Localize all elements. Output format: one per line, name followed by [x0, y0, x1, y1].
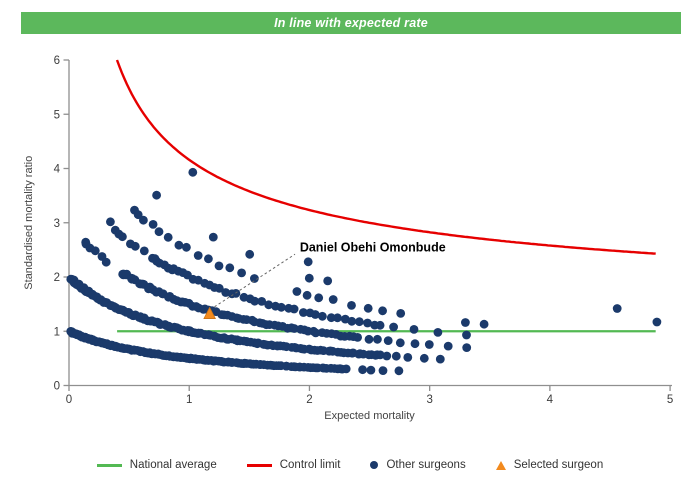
funnel-plot-svg: 0 1 2 3 4 5 0 1 2 3 4 5 6 Expected mortality Standardi… — [23, 55, 673, 422]
control-limit-swatch-icon — [246, 463, 272, 467]
legend-label: Control limit — [279, 459, 341, 471]
legend-item-control-limit: Control limit — [246, 459, 341, 471]
legend-item-selected-surgeon: Selected surgeon — [495, 459, 604, 471]
svg-text:0: 0 — [54, 381, 60, 393]
annotation-leader-line — [214, 253, 296, 308]
svg-text:1: 1 — [54, 326, 60, 338]
status-banner: In line with expected rate — [21, 12, 681, 34]
svg-text:4: 4 — [547, 394, 554, 406]
other-surgeons-points — [66, 167, 662, 376]
y-axis-title: Standardised mortality ratio — [23, 156, 35, 290]
legend-item-other-surgeons: Other surgeons — [370, 459, 466, 471]
svg-text:2: 2 — [54, 272, 60, 284]
selected-surgeon-marker — [203, 306, 217, 319]
svg-text:2: 2 — [306, 394, 312, 406]
legend-label: Other surgeons — [386, 459, 466, 471]
svg-text:3: 3 — [54, 218, 60, 230]
selected-surgeon-annotation: Daniel Obehi Omonbude — [300, 241, 446, 255]
legend-label: Selected surgeon — [513, 459, 604, 471]
svg-text:5: 5 — [54, 109, 60, 121]
selected-surgeon-swatch-icon — [495, 460, 506, 470]
chart-legend: National average Control limit Other sur… — [0, 453, 700, 477]
svg-text:3: 3 — [426, 394, 432, 406]
svg-text:5: 5 — [667, 394, 673, 406]
status-banner-text: In line with expected rate — [274, 16, 428, 30]
national-average-swatch-icon — [96, 463, 122, 467]
svg-text:6: 6 — [54, 55, 60, 67]
axes: 0 1 2 3 4 5 0 1 2 3 4 5 6 Expected mortality Standardi… — [23, 55, 673, 422]
x-axis-title: Expected mortality — [324, 410, 415, 422]
svg-text:1: 1 — [186, 394, 192, 406]
svg-text:0: 0 — [66, 394, 72, 406]
control-limit-line — [115, 59, 656, 255]
svg-text:4: 4 — [54, 164, 61, 176]
other-surgeons-swatch-icon — [370, 461, 379, 469]
legend-label: National average — [129, 459, 217, 471]
legend-item-national-average: National average — [96, 459, 217, 471]
